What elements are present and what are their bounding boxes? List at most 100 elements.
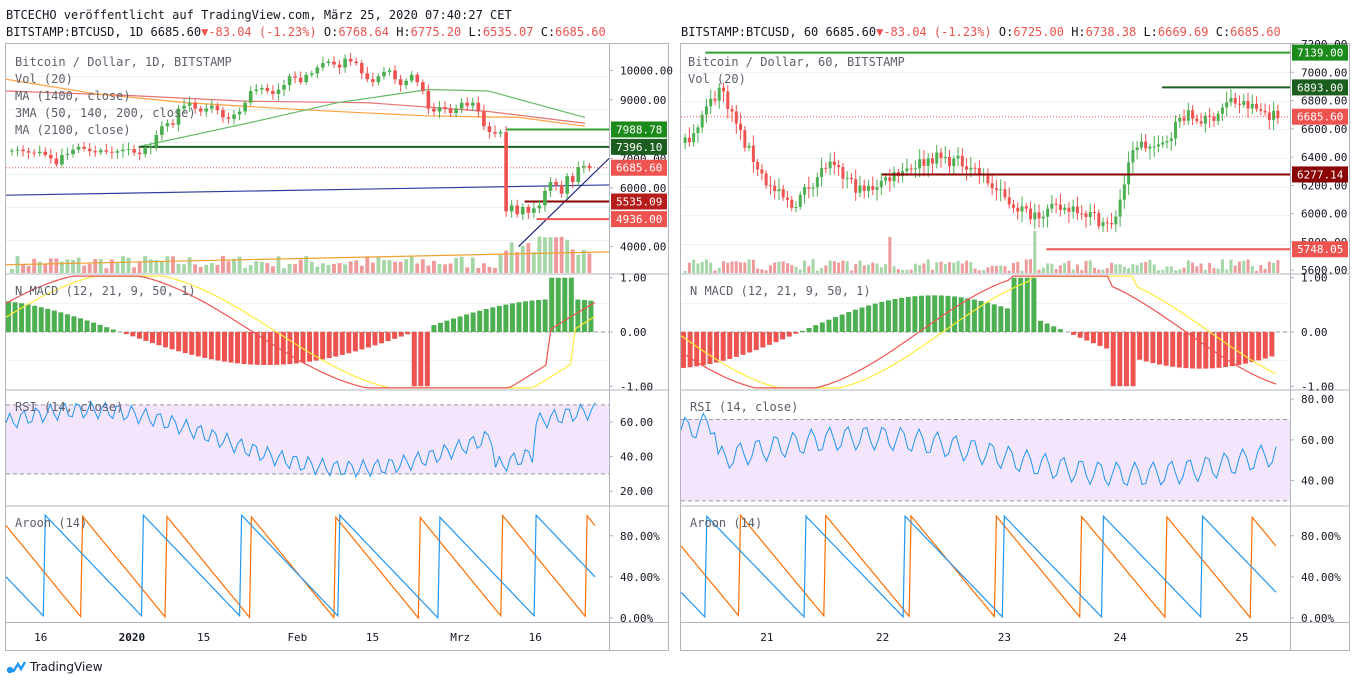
right-volume-bar (1127, 268, 1131, 273)
right-price-axis-label-5: 6200.00 (1301, 179, 1347, 192)
left-volume-bar (393, 261, 398, 273)
right-candle (717, 87, 721, 101)
left-candle (448, 108, 453, 113)
left-macd-histogram-bar (110, 329, 116, 332)
right-candle (837, 165, 841, 168)
right-volume-bar (768, 265, 772, 273)
left-macd-histogram-bar (123, 332, 129, 335)
right-macd-histogram-bar (766, 332, 772, 345)
right-macd-histogram-bar (753, 332, 759, 351)
left-candle (204, 108, 209, 112)
left-candle (420, 82, 425, 91)
left-aroon-axis-label-2: 0.00% (620, 612, 653, 625)
right-volume-bar (777, 261, 781, 273)
right-candle (1110, 223, 1114, 225)
right-candle (785, 197, 789, 200)
left-volume-bar (259, 261, 264, 273)
left-macd-histogram-bar (431, 325, 437, 332)
left-volume-bar (187, 257, 192, 273)
left-macd-histogram-bar (385, 332, 391, 342)
right-volume-bar (905, 269, 909, 273)
right-volume-bar (994, 265, 998, 273)
left-macd-histogram-bar (555, 277, 561, 332)
right-candle (1131, 149, 1135, 163)
left-macd-histogram-bar (457, 316, 463, 332)
right-volume-bar (760, 269, 764, 273)
right-candle (952, 158, 956, 167)
left-volume-bar (382, 260, 386, 273)
right-volume-bar (1080, 270, 1084, 273)
right-macd-histogram-bar (991, 304, 997, 332)
right-volume-bar (1101, 269, 1105, 273)
right-candle (948, 156, 952, 167)
left-trendline (518, 158, 610, 248)
left-candle (482, 111, 486, 127)
right-volume-bar (832, 261, 836, 273)
left-macd-histogram-bar (437, 322, 443, 332)
tradingview-logo[interactable]: TradingView (6, 660, 103, 674)
left-macd-histogram-bar (509, 303, 515, 332)
right-macd-histogram-bar (720, 332, 726, 361)
right-candle (1259, 109, 1263, 111)
left-macd-histogram-bar (261, 332, 267, 365)
right-macd-histogram-bar (1256, 332, 1262, 361)
right-volume-bar (807, 266, 811, 273)
left-macd-histogram-bar (156, 332, 162, 346)
right-macd-histogram-bar (879, 301, 885, 332)
right-macd-histogram-bar (958, 297, 964, 332)
left-candle (237, 111, 242, 115)
right-macd-histogram-bar (1044, 323, 1050, 332)
left-candle (409, 74, 414, 81)
right-macd-histogram-bar (1137, 332, 1143, 360)
left-ma-line-0 (5, 184, 610, 196)
left-macd-title: N MACD (12, 21, 9, 50, 1) (15, 284, 196, 298)
right-aroon-axis-label-0: 80.00% (1301, 530, 1341, 543)
left-volume-bar (10, 268, 14, 273)
left-volume-bar (304, 256, 309, 273)
left-candle (209, 105, 214, 109)
right-volume-bar (1255, 270, 1259, 273)
right-volume-bar (1212, 268, 1216, 273)
left-candle (193, 102, 198, 109)
tradingview-logo-icon (6, 661, 26, 674)
left-candle (382, 71, 386, 77)
right-candle (832, 161, 836, 166)
left-volume-bar (32, 258, 37, 273)
left-volume-bar (270, 266, 275, 273)
right-macd-histogram-bar (740, 332, 746, 355)
right-macd-histogram-bar (1157, 332, 1162, 365)
left-volume-bar (287, 263, 292, 273)
left-time-axis-label-1: 2020 (119, 631, 146, 644)
right-candle (811, 187, 815, 189)
right-price-tag-0: 7139.00 (1297, 47, 1343, 60)
right-volume-bar (948, 262, 952, 273)
left-macd-histogram-bar (326, 332, 332, 359)
right-candle (969, 167, 973, 170)
left-candle (587, 165, 592, 168)
left-candle (354, 61, 359, 64)
left-volume-bar (343, 264, 348, 273)
right-macd-histogram-bar (1242, 332, 1248, 364)
left-macd-histogram-bar (280, 332, 286, 365)
left-candle (487, 126, 492, 133)
right-macd-histogram-bar (852, 309, 858, 332)
left-price-tag-3-bg (611, 193, 667, 210)
right-candle (1084, 213, 1088, 218)
left-candle (515, 205, 520, 215)
right-volume-bar (722, 261, 726, 273)
left-volume-bar (276, 256, 281, 273)
right-macd-histogram-bar (1150, 332, 1156, 364)
left-macd-histogram-bar (176, 332, 182, 352)
left-macd-histogram-bar (104, 327, 110, 332)
right-candle (1054, 203, 1058, 205)
right-macd-histogram-bar (1216, 332, 1222, 368)
right-volume-bar (726, 262, 730, 273)
left-macd-histogram-bar (221, 332, 227, 362)
right-candle (999, 189, 1003, 191)
right-candle (1016, 207, 1020, 212)
right-macd-histogram-bar (1018, 277, 1024, 332)
left-volume-bar (226, 261, 231, 273)
right-macd-histogram-bar (1038, 320, 1043, 332)
right-macd-histogram-bar (1024, 277, 1030, 332)
